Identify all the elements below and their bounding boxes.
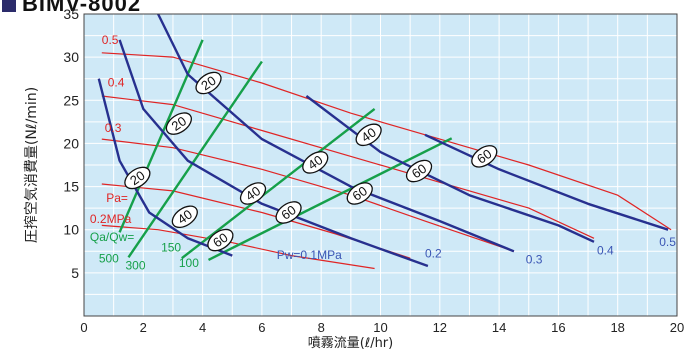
x-tick-label: 18 — [610, 320, 624, 335]
pw-label: 0.2 — [425, 246, 442, 260]
pw-label: 0.3 — [526, 252, 543, 266]
y-tick-label: 10 — [63, 222, 79, 238]
y-axis-label: 圧搾空気消費量(Nℓ/min) — [23, 87, 40, 243]
x-tick-label: 4 — [199, 320, 206, 335]
pw-label: Pw=0.1MPa — [277, 248, 342, 262]
pa-label: 0.3 — [105, 121, 122, 135]
x-tick-label: 12 — [433, 320, 447, 335]
pa-label: 0.5 — [102, 33, 119, 47]
y-tick-label: 30 — [63, 49, 79, 65]
x-tick-label: 20 — [670, 320, 684, 335]
pa-label: 0.4 — [108, 75, 125, 89]
qa-label: 150 — [161, 240, 181, 254]
qa-label: 300 — [126, 258, 146, 272]
qa-label: 500 — [99, 252, 119, 266]
x-axis-label: 噴霧流量(ℓ/hr) — [308, 336, 393, 349]
y-tick-label: 25 — [63, 92, 79, 108]
pw-label: 0.4 — [597, 244, 614, 258]
y-tick-label: 20 — [63, 135, 79, 151]
x-tick-label: 10 — [373, 320, 387, 335]
x-tick-label: 6 — [258, 320, 265, 335]
x-tick-label: 0 — [80, 320, 87, 335]
x-tick-label: 2 — [140, 320, 147, 335]
x-tick-label: 14 — [492, 320, 506, 335]
pa-label: 0.2MPa — [90, 212, 132, 226]
qa-label: Qa/Qw= — [90, 230, 134, 244]
x-tick-label: 8 — [318, 320, 325, 335]
qa-label: 100 — [179, 256, 199, 270]
y-tick-label: 35 — [63, 6, 79, 22]
x-tick-label: 16 — [551, 320, 565, 335]
pw-label: 0.5 — [659, 235, 676, 249]
pa-label: Pa= — [106, 191, 128, 205]
y-tick-label: 5 — [71, 265, 79, 281]
y-tick-label: 15 — [63, 179, 79, 195]
